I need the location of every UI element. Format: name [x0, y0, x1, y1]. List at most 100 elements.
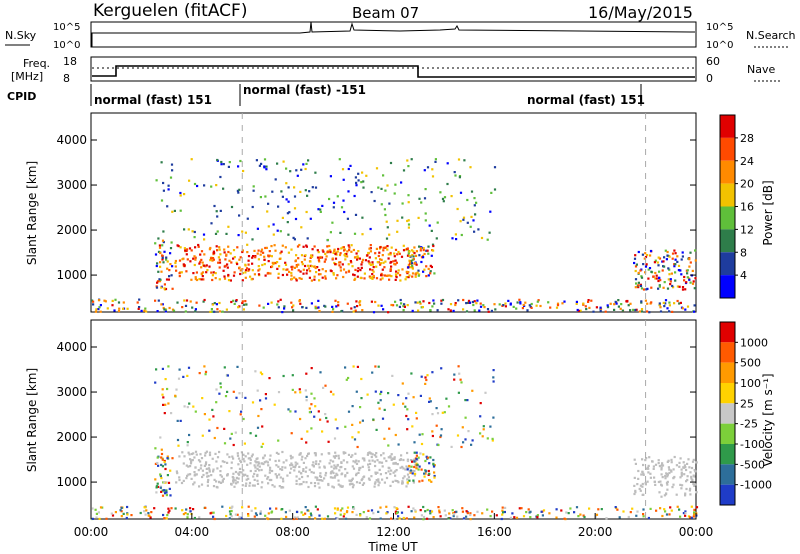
velocity-cell: [444, 514, 447, 517]
power-cell: [257, 273, 261, 276]
power-cell: [223, 251, 226, 254]
power-frame: [90, 112, 697, 313]
velocity-cell: [302, 513, 305, 516]
power-cell: [392, 260, 395, 263]
velocity-cell: [278, 485, 281, 488]
power-cell: [241, 301, 244, 305]
power-cell: [411, 309, 414, 312]
velocity-cell: [144, 506, 147, 509]
velocity-cell: [377, 480, 380, 483]
power-cell: [178, 275, 181, 278]
velocity-cell: [99, 506, 103, 509]
velocity-cell: [316, 508, 319, 511]
power-cell: [359, 300, 362, 303]
power-cell: [637, 271, 640, 274]
velocity-cell: [253, 484, 256, 487]
velocity-cell: [332, 471, 335, 475]
velocity-cell: [428, 472, 431, 475]
power-cell: [380, 203, 383, 206]
power-cell: [244, 300, 247, 303]
power-cell: [659, 279, 662, 282]
power-cell: [176, 301, 179, 304]
power-cell: [218, 301, 221, 305]
power-cell: [216, 249, 219, 252]
power-cell: [649, 254, 652, 257]
power-cell: [356, 256, 360, 260]
power-cell: [297, 257, 300, 260]
velocity-cell: [355, 459, 358, 462]
velocity-cell: [443, 411, 446, 414]
power-cell: [498, 303, 501, 306]
velocity-cell: [264, 514, 267, 517]
power-cell: [349, 260, 352, 263]
power-cell: [314, 171, 317, 174]
velocity-cell: [97, 511, 100, 514]
power-cell: [358, 301, 361, 304]
power-cell: [165, 256, 168, 259]
power-cell: [99, 304, 102, 307]
power-cell: [446, 182, 449, 186]
velocity-cell: [634, 491, 637, 494]
power-cell: [184, 304, 188, 307]
velocity-cell: [295, 479, 298, 482]
beam-title: Beam 07: [352, 4, 419, 22]
power-cell: [689, 281, 692, 284]
velocity-cell: [275, 476, 279, 479]
power-cell: [407, 201, 410, 204]
power-cell: [161, 256, 164, 259]
velocity-cell: [145, 509, 148, 512]
velocity-cell: [213, 436, 216, 440]
power-cell: [293, 266, 296, 269]
power-cell: [178, 259, 182, 262]
velocity-cell: [178, 455, 181, 458]
power-cell: [160, 161, 163, 164]
velocity-cell: [424, 376, 427, 379]
power-cell: [111, 304, 114, 307]
velocity-cell: [394, 479, 397, 482]
velocity-cell: [199, 467, 202, 470]
power-cell: [387, 311, 390, 314]
velocity-cell: [424, 510, 427, 513]
power-cell: [294, 259, 297, 262]
velocity-cell: [367, 452, 370, 455]
power-cell: [342, 199, 345, 202]
power-cell: [300, 277, 303, 280]
velocity-cell: [404, 405, 407, 408]
velocity-cell: [114, 511, 117, 514]
power-cell: [446, 162, 449, 165]
power-cell: [650, 301, 653, 304]
velocity-cell: [321, 479, 324, 482]
velocity-cell: [377, 510, 380, 513]
power-cell: [359, 276, 362, 279]
power-cell: [329, 175, 332, 178]
velocity-cell: [154, 462, 157, 465]
velocity-cell: [322, 386, 325, 389]
velocity-cell: [340, 465, 343, 469]
velocity-cell: [175, 481, 178, 484]
power-cell: [199, 253, 202, 256]
power-cell: [238, 258, 241, 261]
velocity-cell: [210, 474, 213, 477]
power-cell: [183, 265, 186, 268]
power-cell: [483, 306, 486, 309]
power-cell: [232, 274, 236, 277]
velocity-cell: [373, 485, 376, 488]
power-cell: [354, 309, 357, 312]
power-cell: [245, 267, 249, 270]
velocity-cell: [374, 390, 377, 393]
velocity-cell: [413, 470, 416, 473]
power-cell: [172, 309, 176, 312]
velocity-cell: [689, 471, 692, 474]
power-cell: [290, 248, 293, 251]
velocity-cell: [588, 507, 591, 510]
power-cell: [640, 287, 644, 290]
power-cell: [306, 237, 309, 240]
power-cell: [326, 238, 329, 242]
velocity-cell: [304, 457, 307, 460]
velocity-cell: [201, 475, 204, 479]
x-tick-label: 00:00: [679, 525, 714, 539]
power-cell: [453, 171, 456, 174]
power-cell: [270, 255, 273, 258]
power-cell: [241, 271, 245, 275]
power-colorbar-swatch: [720, 137, 735, 161]
